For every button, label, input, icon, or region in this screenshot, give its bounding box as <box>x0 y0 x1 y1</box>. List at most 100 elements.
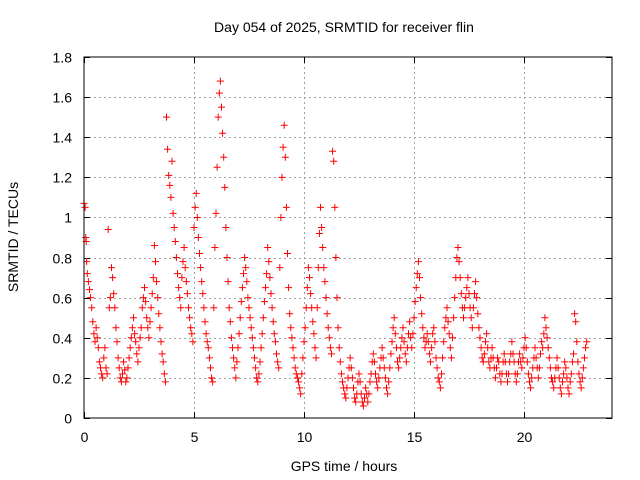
data-point <box>532 354 540 362</box>
data-point <box>244 294 252 302</box>
data-point <box>157 338 165 346</box>
data-point <box>373 378 381 386</box>
data-point <box>102 364 110 372</box>
data-point <box>174 270 181 278</box>
data-point <box>402 358 410 366</box>
data-point <box>394 358 401 366</box>
data-point <box>144 324 152 332</box>
data-point <box>84 278 92 286</box>
data-point <box>454 244 462 252</box>
data-point <box>199 290 207 298</box>
data-point <box>398 334 406 342</box>
data-point <box>556 384 564 392</box>
data-point <box>359 402 367 410</box>
x-tick-label: 15 <box>407 429 423 445</box>
data-point <box>337 370 345 378</box>
data-point <box>526 378 533 386</box>
data-point <box>104 225 112 233</box>
data-point <box>223 254 231 262</box>
data-point <box>441 324 449 332</box>
data-point <box>123 374 131 382</box>
data-point <box>89 318 97 326</box>
data-point <box>428 344 436 352</box>
data-point <box>388 338 396 346</box>
data-point <box>253 374 261 382</box>
data-point <box>324 324 332 332</box>
data-point <box>248 334 256 342</box>
data-point <box>581 354 588 362</box>
data-point <box>527 384 535 392</box>
y-tick-label: 0.2 <box>53 371 73 387</box>
data-point <box>277 213 285 221</box>
data-point <box>561 358 569 366</box>
data-point <box>424 338 432 346</box>
data-point <box>301 324 309 332</box>
data-point <box>562 364 570 372</box>
data-point <box>439 354 447 362</box>
data-point <box>577 384 585 392</box>
data-point <box>482 338 489 346</box>
data-point <box>238 284 246 292</box>
data-point <box>159 358 167 366</box>
data-point <box>315 229 323 237</box>
data-point <box>572 318 580 326</box>
data-point <box>434 374 442 382</box>
data-point <box>421 344 429 352</box>
data-point <box>488 344 496 352</box>
data-point <box>417 294 425 302</box>
x-axis-label: GPS time / hours <box>291 458 398 474</box>
data-point <box>483 330 491 338</box>
data-point <box>245 304 253 312</box>
data-point <box>280 121 288 129</box>
data-point <box>317 203 324 211</box>
data-point <box>178 274 186 282</box>
data-point <box>352 398 360 406</box>
data-point <box>311 344 319 352</box>
data-point <box>163 113 170 121</box>
data-point <box>463 284 471 292</box>
data-point <box>227 334 235 342</box>
data-point <box>467 314 475 322</box>
data-point <box>444 318 452 326</box>
data-point <box>230 354 238 362</box>
data-point <box>220 153 228 161</box>
data-point <box>210 304 218 312</box>
data-point <box>326 344 334 352</box>
data-point <box>348 374 356 382</box>
data-point <box>435 378 443 386</box>
data-point <box>212 209 220 217</box>
data-point <box>266 274 274 282</box>
data-point <box>524 370 532 378</box>
data-point <box>125 354 133 362</box>
data-point <box>291 364 299 372</box>
data-point <box>350 384 357 392</box>
data-point <box>336 358 344 366</box>
data-point <box>385 378 393 386</box>
data-point <box>460 314 467 322</box>
data-point <box>146 318 154 326</box>
data-point <box>312 354 320 362</box>
data-point <box>325 334 333 342</box>
data-point <box>474 310 482 318</box>
data-point <box>306 274 313 282</box>
data-point <box>258 330 266 338</box>
data-point <box>414 258 422 266</box>
data-point <box>469 304 477 312</box>
data-points <box>80 77 591 410</box>
data-point <box>200 304 208 312</box>
data-point <box>456 274 464 282</box>
data-point <box>442 314 450 322</box>
data-point <box>176 294 184 302</box>
data-point <box>418 310 426 318</box>
data-point <box>383 384 390 392</box>
data-point <box>275 364 283 372</box>
data-point <box>289 344 297 352</box>
data-point <box>517 358 525 366</box>
data-point <box>300 338 308 346</box>
data-point <box>343 384 351 392</box>
data-point <box>276 264 284 272</box>
data-point <box>475 324 483 332</box>
data-point <box>453 254 461 262</box>
data-point <box>204 344 212 352</box>
data-point <box>130 314 137 322</box>
